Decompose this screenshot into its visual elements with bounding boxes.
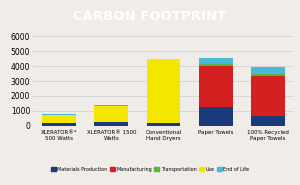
Bar <box>94 122 128 126</box>
Bar <box>42 115 76 123</box>
Bar <box>146 122 181 126</box>
Bar <box>94 106 128 122</box>
Bar <box>251 116 285 126</box>
Bar <box>42 123 76 126</box>
Bar <box>251 74 285 76</box>
Text: CARBON FOOTPRINT: CARBON FOOTPRINT <box>74 10 226 23</box>
Bar <box>199 64 233 66</box>
Bar <box>251 76 285 116</box>
Bar <box>199 66 233 107</box>
Bar <box>199 58 233 64</box>
Bar <box>146 59 181 122</box>
Bar <box>199 107 233 126</box>
Bar <box>94 105 128 106</box>
Legend: Materials Production, Manufacturing, Transportation, Use, End of Life: Materials Production, Manufacturing, Tra… <box>49 165 251 174</box>
Bar <box>251 67 285 74</box>
Bar <box>42 114 76 115</box>
